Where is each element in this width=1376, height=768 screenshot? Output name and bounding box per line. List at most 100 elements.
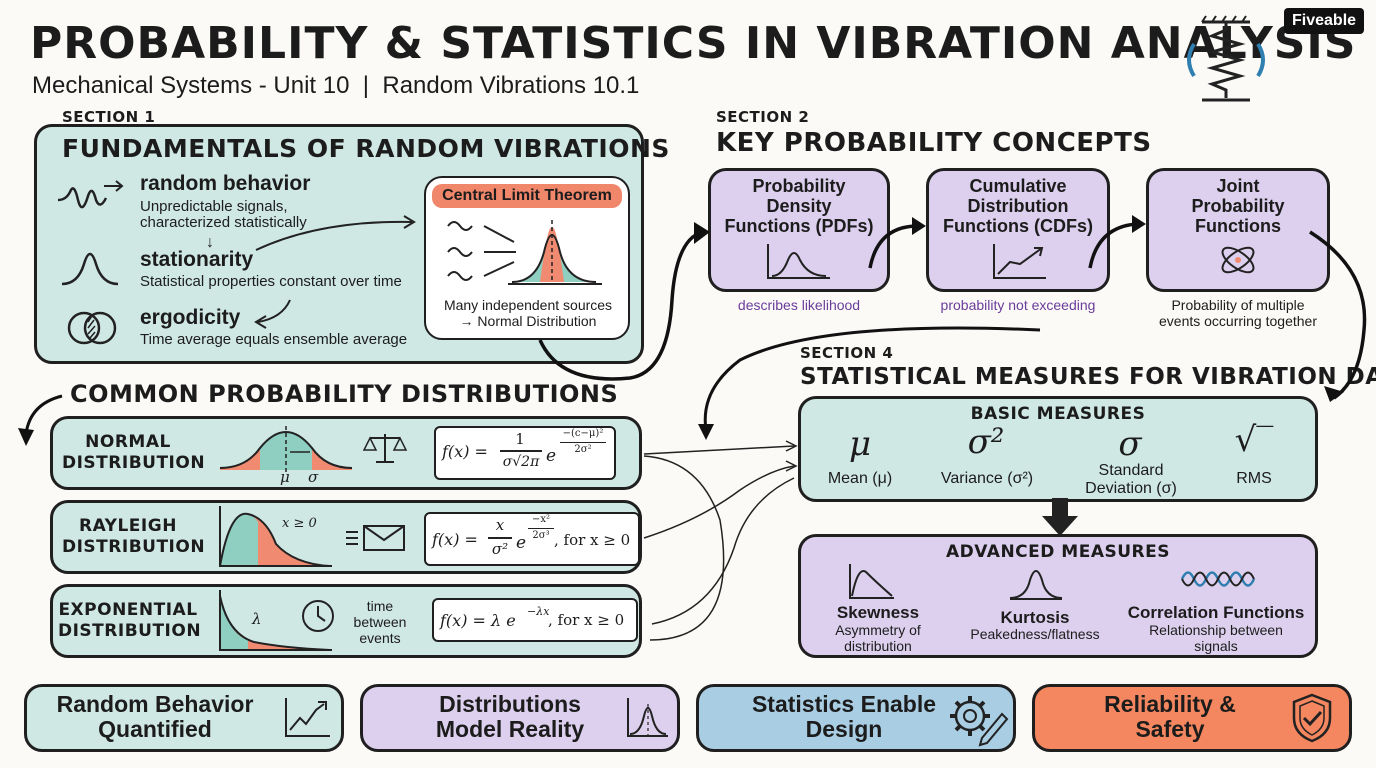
exponential-formula-tail: , for x ≥ 0: [548, 611, 625, 629]
rayleigh-formula-den: σ²: [491, 540, 509, 558]
clt-caption: Many independent sources → Normal Distri…: [443, 297, 613, 329]
rayleigh-formula-num: x: [495, 516, 505, 534]
rayleigh-formula-exp-num: −x²: [531, 514, 551, 525]
std-dev-label: Standard Deviation (σ): [1085, 462, 1177, 497]
joint-card: [1146, 168, 1330, 292]
normal-formula-e: e: [546, 446, 557, 466]
footer-card-reliability: [1032, 684, 1352, 752]
normal-formula-num: 1: [515, 430, 525, 448]
advanced-measures-title: ADVANCED MEASURES: [946, 542, 1170, 562]
joint-caption: Probability of multiple events occurring…: [1159, 297, 1317, 329]
joint-title: Joint Probability Functions: [1191, 176, 1285, 236]
bell-chart-icon: [627, 698, 668, 737]
normal-formula-bar: [500, 450, 542, 452]
rayleigh-formula-box: [424, 512, 640, 566]
normal-curve-graphic: [219, 426, 353, 472]
exponential-curve-graphic: [219, 590, 332, 651]
rayleigh-formula-exp-bar: [528, 528, 554, 529]
section1-title: FUNDAMENTALS OF RANDOM VIBRATIONS: [62, 134, 670, 163]
bell-curve-icon: [61, 252, 119, 286]
pdf-card: [708, 168, 890, 292]
footer-distributions-label: Distributions Model Reality: [435, 691, 585, 742]
section2-title: KEY PROBABILITY CONCEPTS: [716, 128, 1152, 158]
section2-tag: SECTION 2: [716, 108, 810, 126]
rayleigh-condition: x ≥ 0: [282, 516, 317, 531]
footer-card-distributions: [360, 684, 680, 752]
footer-statistics-label: Statistics Enable Design: [751, 691, 937, 742]
trend-chart-icon: [285, 698, 330, 737]
exponential-note: time between events: [353, 598, 407, 646]
std-dev-symbol: σ: [1118, 424, 1142, 464]
normal-formula-lhs: f(x) =: [442, 442, 488, 461]
section4-tag: SECTION 4: [800, 344, 894, 362]
down-arrow: ↓: [206, 234, 214, 251]
rayleigh-formula-tail: , for x ≥ 0: [554, 531, 631, 549]
exponential-formula: f(x) = λ e: [440, 611, 516, 630]
variance-label: Variance (σ²): [940, 470, 1034, 487]
cdf-title: Cumulative Distribution Functions (CDFs): [943, 176, 1093, 236]
rayleigh-distribution-name: RAYLEIGH DISTRIBUTION: [62, 516, 206, 557]
normal-mu-label: μ: [280, 468, 290, 486]
ergodicity-desc: Time average equals ensemble average: [140, 331, 408, 348]
kurtosis-desc: Peakedness/flatness: [970, 626, 1100, 642]
rms-symbol: √‾: [1234, 420, 1274, 460]
page-title: PROBABILITY & STATISTICS IN VIBRATION AN…: [30, 18, 1357, 69]
gear-pencil-icon: [950, 696, 1009, 747]
exponential-distribution-name: EXPONENTIAL DISTRIBUTION: [58, 600, 202, 641]
cdf-caption: probability not exceeding: [940, 297, 1096, 313]
rayleigh-formula-bar: [488, 537, 512, 539]
basic-measures-panel: [798, 396, 1318, 502]
skewness-icon: [849, 564, 894, 599]
clt-graphic: [447, 220, 602, 285]
pdf-caption: describes likelihood: [737, 297, 861, 313]
clock-icon: [302, 600, 334, 632]
normal-sigma-label: σ: [308, 468, 319, 486]
page-subtitle: Mechanical Systems - Unit 10 | Random Vi…: [32, 72, 640, 99]
random-behavior-term: random behavior: [140, 172, 311, 195]
kurtosis-icon: [1009, 570, 1063, 600]
exponential-lambda: λ: [252, 610, 262, 628]
rayleigh-formula-lhs: f(x) =: [432, 530, 478, 549]
normal-formula-exp-num: −(c−μ)²: [562, 428, 604, 439]
exponential-formula-exp: −λx: [527, 605, 550, 618]
footer-random-label: Random Behavior Quantified: [56, 691, 254, 742]
clt-title: Central Limit Theorem: [432, 184, 622, 208]
basic-measures-title: BASIC MEASURES: [970, 404, 1146, 424]
normal-formula-exp-den: 2σ²: [574, 444, 592, 455]
cdf-card: [926, 168, 1110, 292]
footer-reliability-label: Reliability & Safety: [1104, 691, 1236, 742]
spring-vibration-icon: [1187, 15, 1265, 102]
distributions-title: COMMON PROBABILITY DISTRIBUTIONS: [70, 380, 619, 408]
footer-card-statistics: [696, 684, 1016, 752]
envelope-icon: [346, 525, 405, 551]
normal-distribution-name: NORMAL DISTRIBUTION: [62, 432, 206, 473]
scale-icon: [362, 434, 408, 463]
stationarity-desc: Statistical properties constant over tim…: [140, 273, 402, 290]
overlap-circles-icon: [67, 311, 117, 345]
correlation-term: Correlation Functions: [1127, 603, 1305, 622]
variance-symbol: σ²: [967, 422, 1005, 462]
joint-graph-icon: [1221, 246, 1255, 274]
correlation-icon: [1180, 571, 1256, 587]
section4-title: STATISTICAL MEASURES FOR VIBRATION DATA: [800, 364, 1376, 390]
random-behavior-desc: Unpredictable signals, characterized sta…: [140, 198, 307, 231]
kurtosis-term: Kurtosis: [1000, 608, 1070, 627]
rayleigh-formula-e: e: [516, 533, 527, 553]
shield-check-icon: [1292, 693, 1332, 743]
fiveable-logo: Fiveable: [1284, 8, 1365, 34]
pdf-title: Probability Density Functions (PDFs): [724, 176, 874, 236]
rms-label: RMS: [1236, 470, 1272, 487]
normal-formula-exp-bar: [560, 442, 606, 443]
pdf-graph-icon: [767, 244, 830, 279]
rayleigh-curve-graphic: [219, 506, 332, 567]
advanced-measures-panel: [798, 534, 1318, 658]
stationarity-term: stationarity: [140, 248, 254, 271]
footer-card-random: [24, 684, 344, 752]
mean-label: Mean (μ): [827, 470, 893, 487]
normal-formula-den: σ√2π: [502, 454, 540, 470]
mean-symbol: μ: [848, 424, 872, 464]
section1-tag: SECTION 1: [62, 108, 156, 126]
wave-icon: [57, 180, 124, 209]
